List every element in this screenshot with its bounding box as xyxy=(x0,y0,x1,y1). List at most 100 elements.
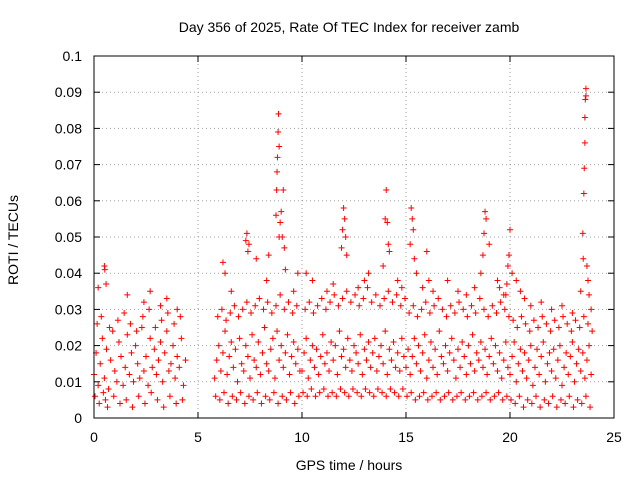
data-point xyxy=(271,375,278,382)
data-point xyxy=(100,389,107,396)
data-point xyxy=(106,324,113,331)
data-point xyxy=(457,364,464,371)
data-point xyxy=(317,353,324,360)
data-point xyxy=(105,386,112,393)
data-point xyxy=(587,404,594,411)
x-tick-label: 5 xyxy=(194,429,202,445)
data-point xyxy=(430,364,437,371)
data-point xyxy=(111,367,118,374)
data-point xyxy=(127,320,134,327)
data-point xyxy=(342,234,349,240)
data-point xyxy=(431,302,438,309)
data-point xyxy=(580,255,587,262)
data-point xyxy=(550,346,557,353)
data-point xyxy=(375,353,382,360)
data-point xyxy=(433,389,440,396)
data-point xyxy=(436,328,443,335)
data-point xyxy=(214,313,221,320)
data-point xyxy=(152,324,159,331)
data-point xyxy=(403,364,409,371)
data-point xyxy=(303,335,310,342)
data-point xyxy=(575,346,582,353)
data-point xyxy=(485,313,492,320)
data-point xyxy=(439,306,446,313)
data-point xyxy=(463,371,470,378)
data-point xyxy=(245,241,252,248)
data-point xyxy=(265,367,272,374)
data-point xyxy=(492,342,499,349)
data-point xyxy=(158,317,165,324)
data-point xyxy=(332,342,339,349)
data-point xyxy=(583,357,590,364)
data-point xyxy=(552,375,559,382)
data-point xyxy=(411,335,418,342)
data-point xyxy=(424,396,431,403)
data-point xyxy=(467,360,474,367)
data-point xyxy=(128,349,135,356)
data-point xyxy=(170,342,177,349)
data-point xyxy=(582,96,589,103)
data-point xyxy=(476,295,483,302)
data-point xyxy=(456,299,463,306)
data-point xyxy=(155,357,162,364)
data-point xyxy=(572,317,579,324)
data-point xyxy=(543,320,550,327)
data-point xyxy=(288,353,295,360)
data-point xyxy=(140,299,147,306)
data-point xyxy=(534,346,541,353)
data-point xyxy=(303,270,310,277)
data-point xyxy=(497,299,504,306)
data-point xyxy=(335,302,342,309)
data-point xyxy=(261,324,268,331)
data-point xyxy=(358,393,365,400)
x-axis-label: GPS time / hours xyxy=(296,457,403,473)
data-point xyxy=(282,349,289,356)
data-point xyxy=(388,357,395,364)
data-point xyxy=(434,371,441,378)
data-point xyxy=(109,328,116,335)
x-tick-labels: 0 5 10 15 20 25 xyxy=(90,429,622,445)
data-point xyxy=(139,313,146,320)
data-point xyxy=(500,357,507,364)
data-point xyxy=(435,295,442,302)
data-point xyxy=(233,396,240,403)
data-point xyxy=(219,349,226,356)
data-point xyxy=(236,335,243,342)
data-point xyxy=(103,281,110,288)
data-point xyxy=(227,310,234,317)
data-point xyxy=(102,396,109,403)
data-point xyxy=(361,277,368,284)
data-point xyxy=(359,371,366,378)
data-point xyxy=(478,393,485,400)
data-point xyxy=(345,393,352,400)
data-point xyxy=(491,393,498,400)
data-point xyxy=(225,400,232,407)
chart-title: Day 356 of 2025, Rate Of TEC Index for r… xyxy=(179,19,520,35)
data-point xyxy=(555,324,562,331)
data-points xyxy=(91,85,596,411)
data-point xyxy=(101,266,108,273)
data-point xyxy=(344,335,351,342)
data-point xyxy=(551,317,558,324)
data-point xyxy=(408,389,415,396)
data-point xyxy=(349,386,356,393)
data-point xyxy=(343,252,350,259)
data-point xyxy=(446,349,453,356)
data-point xyxy=(399,386,406,393)
data-point xyxy=(569,310,576,317)
data-point xyxy=(360,295,367,302)
data-point xyxy=(107,357,114,364)
data-point xyxy=(548,306,555,313)
data-point xyxy=(321,360,328,367)
data-point xyxy=(425,357,432,364)
data-point xyxy=(412,396,419,403)
data-point xyxy=(377,302,383,309)
data-point xyxy=(306,299,313,306)
data-point xyxy=(222,270,229,277)
data-point xyxy=(312,393,319,400)
data-point xyxy=(253,255,260,262)
data-point xyxy=(419,284,426,291)
data-point xyxy=(518,313,525,320)
data-point xyxy=(569,338,576,345)
data-point xyxy=(290,338,297,345)
